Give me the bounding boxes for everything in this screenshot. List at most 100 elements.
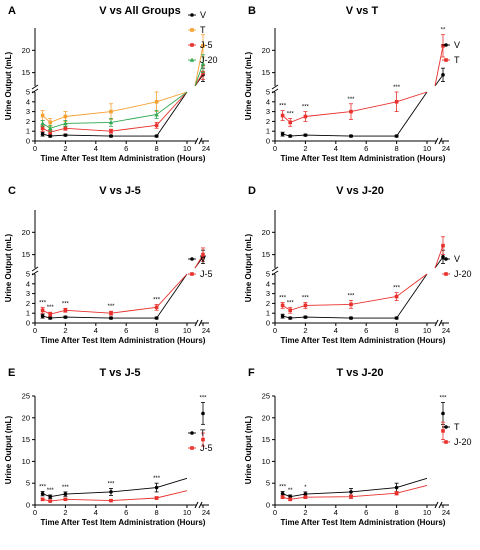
x-tick-label: 10 xyxy=(183,144,191,153)
series-t xyxy=(40,402,205,499)
data-point xyxy=(280,491,285,496)
y-tick-label: 5 xyxy=(26,270,30,279)
data-point xyxy=(303,303,308,308)
significance-label: *** xyxy=(439,396,447,402)
panel-letter: D xyxy=(248,185,256,197)
y-axis-break xyxy=(31,84,39,90)
legend-item: T xyxy=(188,428,206,438)
x-axis-label: Time After Test Item Administration (Hou… xyxy=(281,154,446,163)
y-tick-label: 15 xyxy=(22,250,30,259)
data-point xyxy=(349,302,353,307)
y-axis-label: Urine Output (mL) xyxy=(4,233,13,302)
legend-item: J-20 xyxy=(188,55,218,65)
x-tick-label: 2 xyxy=(63,326,67,335)
y-tick-label: 4 xyxy=(266,279,270,288)
data-point xyxy=(303,315,308,319)
data-point xyxy=(109,134,113,138)
legend-label: J-5 xyxy=(200,443,213,453)
y-tick-label: 5 xyxy=(26,88,30,97)
y-tick-label: 4 xyxy=(26,279,30,288)
significance-label: *** xyxy=(107,481,115,487)
data-point xyxy=(201,437,205,442)
significance-label: *** xyxy=(287,111,295,117)
data-point xyxy=(154,496,159,500)
x-tick-label: 4 xyxy=(94,144,98,153)
y-tick-label: 0 xyxy=(26,319,30,328)
y-tick-label: 3 xyxy=(26,107,30,116)
x-axis-break xyxy=(438,501,443,509)
data-point xyxy=(280,303,285,308)
legend-label: J-20 xyxy=(454,437,472,447)
x-axis-break xyxy=(198,137,203,145)
panel-letter: C xyxy=(8,185,16,197)
legend-marker xyxy=(190,446,194,450)
panel-title: V vs T xyxy=(346,5,379,17)
data-point xyxy=(154,112,159,117)
y-tick-label: 4 xyxy=(266,97,270,106)
data-point xyxy=(108,120,114,125)
significance-label: *** xyxy=(287,300,295,306)
x-tick-label: 8 xyxy=(155,326,159,335)
x-tick-label: 6 xyxy=(124,508,128,517)
significance-label: *** xyxy=(47,488,55,494)
y-tick-label: 15 xyxy=(22,435,30,444)
data-point xyxy=(48,499,52,503)
y-tick-label: 20 xyxy=(22,413,30,422)
data-point xyxy=(441,44,445,48)
panel-letter: F xyxy=(248,367,255,379)
legend-marker xyxy=(190,43,194,47)
data-point xyxy=(154,316,159,320)
data-point xyxy=(303,492,308,496)
legend-item: J-5 xyxy=(188,40,213,50)
y-tick-label: 0 xyxy=(26,137,30,146)
legend-item: V xyxy=(442,40,460,50)
series-line-upper xyxy=(194,72,204,87)
legend-item: V xyxy=(442,254,460,264)
data-point xyxy=(394,134,399,138)
x-tick-label: 10 xyxy=(183,508,191,517)
legend-label: V xyxy=(200,10,206,20)
legend-label: V xyxy=(454,254,460,264)
x-tick-label: 2 xyxy=(303,508,307,517)
series-line-upper xyxy=(194,254,204,269)
series-v xyxy=(40,67,205,138)
x-tick-label: 24 xyxy=(202,508,210,517)
significance-label: * xyxy=(304,485,307,491)
legend-marker xyxy=(444,43,448,47)
y-tick-label: 25 xyxy=(22,392,30,401)
y-tick-label: 5 xyxy=(266,88,270,97)
x-axis-label: Time After Test Item Administration (Hou… xyxy=(281,336,446,345)
data-point xyxy=(394,294,399,299)
series-j-20 xyxy=(280,236,445,314)
series-line-upper xyxy=(434,45,444,87)
data-point xyxy=(280,113,285,118)
series-j-20 xyxy=(280,421,445,502)
y-tick-label: 3 xyxy=(266,107,270,116)
data-point xyxy=(288,120,292,125)
panel-title: V vs All Groups xyxy=(99,5,181,17)
legend-item: J-20 xyxy=(442,269,472,279)
data-point xyxy=(303,133,308,137)
data-point xyxy=(48,126,53,131)
x-axis-label: Time After Test Item Administration (Hou… xyxy=(281,518,446,527)
series-j-5 xyxy=(40,247,205,317)
series-v xyxy=(280,249,445,320)
panel-letter: A xyxy=(8,5,16,17)
data-point xyxy=(40,314,45,318)
x-tick-label: 4 xyxy=(334,144,338,153)
x-axis-break xyxy=(198,319,203,327)
x-tick-label: 0 xyxy=(273,508,277,517)
y-tick-label: 0 xyxy=(26,501,30,510)
data-point xyxy=(349,494,353,499)
legend-label: T xyxy=(454,55,460,65)
data-point xyxy=(40,132,45,136)
y-tick-label: 10 xyxy=(262,457,270,466)
data-point xyxy=(109,498,113,503)
x-axis-break xyxy=(198,501,203,509)
legend-label: T xyxy=(454,422,460,432)
legend-marker xyxy=(444,440,448,444)
data-point xyxy=(63,133,68,137)
series-v xyxy=(280,67,445,138)
